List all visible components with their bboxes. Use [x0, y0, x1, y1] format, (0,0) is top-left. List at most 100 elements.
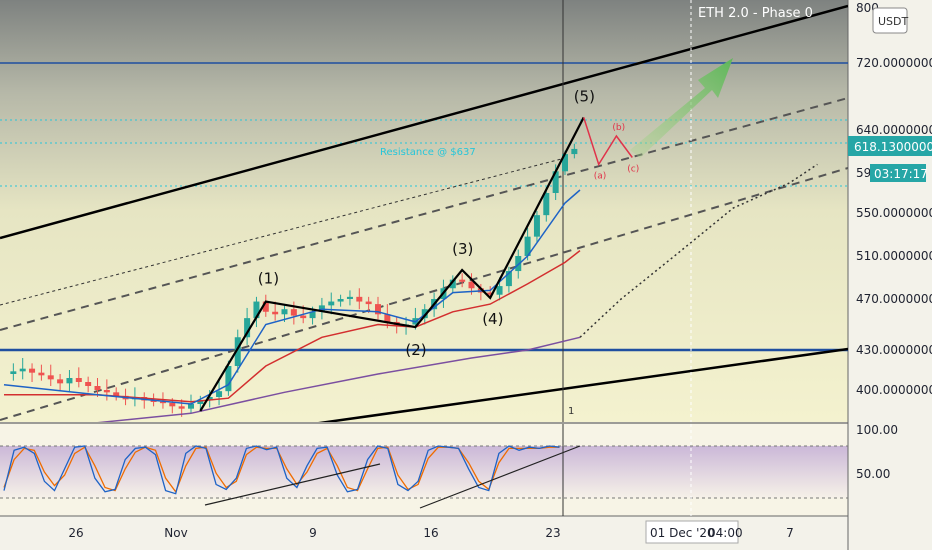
mid-channel-dashed-lower[interactable] [0, 167, 848, 421]
wave-label: (1) [258, 270, 279, 288]
time-cursor-label: 04:00 [708, 526, 743, 540]
price-tick-label: 550.0000000 [856, 206, 932, 220]
candle-body [543, 193, 550, 216]
candle-body [188, 404, 194, 409]
candle-body [57, 379, 64, 384]
time-tick-label: 16 [423, 526, 438, 540]
projected-sma-line[interactable] [579, 163, 818, 338]
candle-body [206, 397, 213, 401]
correction-label: (b) [612, 123, 625, 133]
wave-label: (5) [574, 87, 595, 105]
ema-slow-line[interactable] [4, 250, 581, 403]
date-cursor-tag [645, 520, 739, 544]
candle-body [524, 236, 531, 256]
wave-label: (2) [405, 341, 426, 359]
candle-body [66, 378, 73, 384]
main-pane-bg [0, 0, 848, 422]
osc-tick-label: 50.00 [856, 467, 890, 481]
elliott-waves-group: (1) (2) (3) (4) (5) (a) (b) (c) [199, 87, 639, 412]
impulse-wave-path[interactable] [199, 116, 585, 412]
time-tick-label: 7 [786, 526, 794, 540]
mid-channel-dashed-upper[interactable] [0, 97, 848, 331]
resistance-annotation: Resistance @ $637 [380, 147, 476, 158]
currency-badge[interactable] [872, 7, 908, 34]
candle-body [309, 311, 316, 319]
candle-body [375, 304, 381, 315]
projection-arrow[interactable] [630, 58, 733, 158]
candle-body [47, 375, 54, 380]
candle-body [75, 378, 82, 382]
time-tick-label: 9 [309, 526, 317, 540]
candle-body [94, 386, 101, 390]
candle-body [197, 400, 204, 404]
candle-body [19, 368, 26, 372]
candle-body [356, 296, 363, 302]
time-axis[interactable]: 26 Nov 9 16 23 7 [68, 526, 793, 540]
candle-body [272, 311, 279, 315]
price-tick-label: 470.0000000 [856, 292, 932, 306]
channel-lower-line[interactable] [270, 347, 848, 430]
cursor-bar-label: 1 [568, 406, 574, 417]
candle-body [496, 286, 503, 295]
candle-body [515, 256, 522, 272]
price-tick-label: 430.0000000 [856, 343, 932, 357]
candle-body [571, 148, 578, 155]
last-price-value: 618.1300000 [854, 140, 932, 154]
phase-annotation: ETH 2.0 - Phase 0 [698, 6, 813, 21]
osc-band [0, 446, 848, 498]
stoch-d-line[interactable] [3, 446, 560, 494]
candle-body [234, 337, 241, 366]
candle-body [244, 318, 251, 338]
price-axis[interactable]: 800720.0000000640.0000000590550.00000005… [856, 1, 932, 481]
time-tick-label: 26 [68, 526, 83, 540]
candle-body [281, 309, 288, 315]
countdown-tag [870, 164, 926, 182]
price-tick-label: 400.0000000 [856, 383, 932, 397]
moving-averages-group [3, 163, 818, 422]
candle-body [10, 371, 17, 374]
candle-body [300, 315, 307, 319]
stoch-rsi-group [3, 445, 560, 495]
time-tick-label: Nov [164, 526, 187, 540]
candle-body [328, 301, 335, 306]
candle-body [262, 301, 269, 312]
correction-wave-path[interactable] [582, 117, 633, 167]
candle-body [365, 301, 372, 305]
ema-fast-line[interactable] [3, 189, 581, 405]
candle-body [150, 400, 157, 402]
candle-body [216, 391, 223, 397]
candle-body [253, 301, 260, 319]
price-tick-label: 720.0000000 [856, 56, 932, 70]
date-cursor-label: 01 Dec '20 [650, 526, 715, 540]
candle-body [468, 281, 475, 289]
candle-body [337, 299, 344, 302]
candle-body [459, 279, 466, 282]
osc-tick-label: 100.00 [856, 423, 898, 437]
inner-trend-dotted[interactable] [0, 157, 566, 306]
channel-upper-line[interactable] [0, 4, 848, 240]
candle-body [505, 271, 512, 287]
last-price-tag [848, 136, 932, 156]
osc-trendline-2[interactable] [419, 445, 581, 509]
time-tick-label: 23 [545, 526, 560, 540]
currency-label: USDT [878, 15, 909, 28]
candle-body [290, 309, 297, 316]
candle-body [225, 366, 232, 392]
osc-trendline-1[interactable] [204, 463, 381, 506]
price-tick-label: 640.0000000 [856, 123, 932, 137]
osc-pane [0, 424, 848, 516]
candle-body [29, 368, 36, 373]
price-axis-bg [848, 0, 932, 550]
candle-body [346, 296, 353, 299]
candle-body [562, 154, 568, 172]
candle-body [169, 402, 176, 407]
wave-label: (4) [482, 310, 503, 328]
sma-200-line[interactable] [4, 336, 581, 422]
candle-body [487, 292, 494, 295]
stoch-k-line[interactable] [3, 445, 560, 495]
main-pane: (1) (2) (3) (4) (5) (a) (b) (c) Resistance @ $6… [0, 0, 848, 430]
candle-body [178, 406, 185, 409]
candle-body [159, 401, 166, 404]
